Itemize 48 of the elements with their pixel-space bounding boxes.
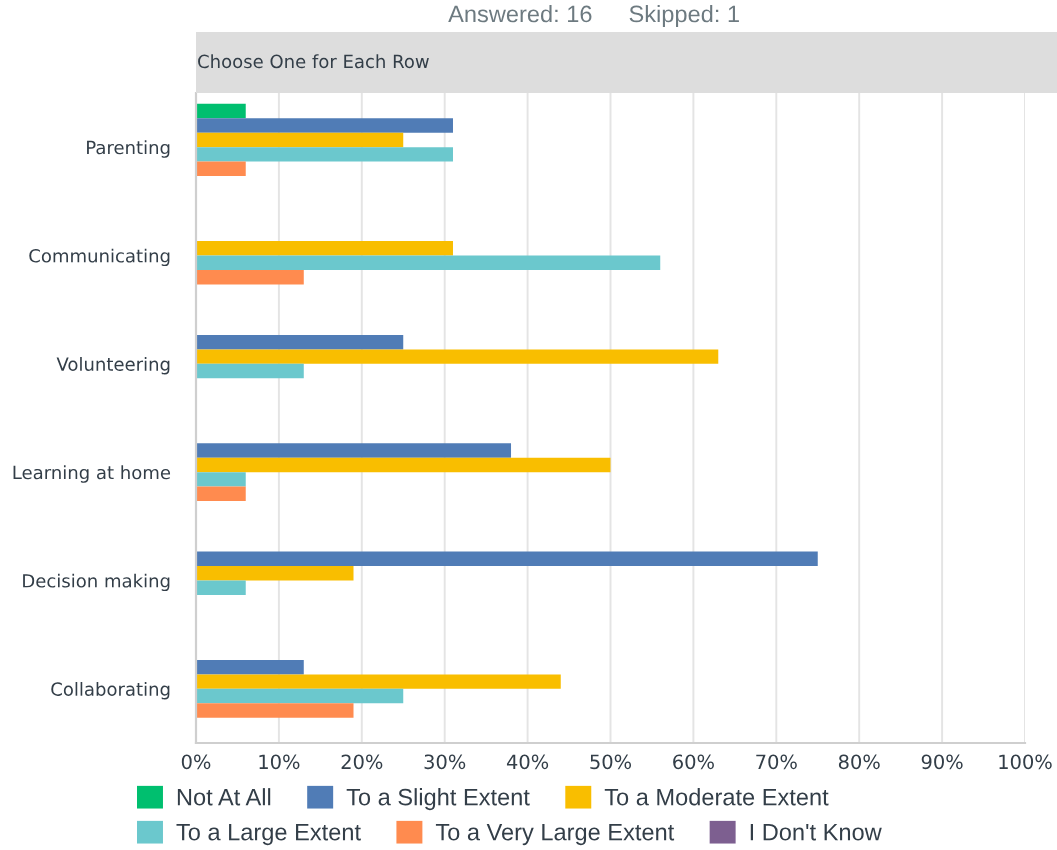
x-tick-label: 50% [590, 754, 632, 770]
y-tick-label: Learning at home [13, 465, 171, 483]
bar [196, 255, 661, 270]
bar [196, 103, 246, 119]
x-tick-label: 0% [181, 754, 211, 770]
bar [196, 334, 404, 350]
bar [196, 241, 453, 256]
bar [196, 659, 304, 675]
x-tick-label: 40% [506, 754, 549, 770]
bar [196, 703, 354, 718]
bar [196, 161, 246, 177]
legend-label: To a Moderate Extent [604, 788, 829, 806]
y-tick-label: Decision making [23, 573, 170, 592]
legend-label: To a Slight Extent [346, 788, 530, 811]
legend-label: To a Very Large Extent [435, 823, 675, 846]
legend-label: I Don't Know [750, 823, 882, 841]
legend-label: Not At All [177, 788, 271, 806]
bar [196, 118, 453, 133]
bar [196, 566, 354, 581]
bar [196, 269, 304, 285]
y-tick-label: Parenting [87, 140, 170, 158]
legend-label: To a Large Extent [176, 823, 361, 846]
x-tick-label: 80% [838, 754, 880, 770]
bar [196, 580, 246, 595]
y-tick-label: Communicating [29, 248, 170, 267]
bar [196, 688, 404, 704]
bar [196, 349, 719, 364]
bar [196, 551, 818, 567]
x-tick-label: 30% [424, 754, 466, 770]
x-tick-label: 60% [673, 754, 714, 770]
x-tick-label: 90% [921, 754, 963, 770]
y-tick-label: Volunteering [56, 356, 170, 375]
chart-title: Choose One for Each Row [198, 54, 429, 69]
x-tick-label: 20% [341, 754, 383, 770]
bar [196, 147, 453, 162]
x-tick-label: 100% [999, 754, 1052, 770]
bar [196, 472, 246, 487]
bar [196, 443, 512, 458]
bar [196, 363, 304, 379]
bar [196, 486, 246, 502]
bar [196, 132, 404, 148]
x-tick-label: 10% [259, 754, 300, 770]
chart-subtitle: Answered: 16 [448, 5, 592, 23]
text: Skipped: 1 [629, 5, 739, 27]
bar [196, 457, 611, 473]
x-tick-label: 70% [756, 754, 797, 770]
bar [196, 674, 561, 689]
y-tick-label: Collaborating [51, 681, 170, 700]
